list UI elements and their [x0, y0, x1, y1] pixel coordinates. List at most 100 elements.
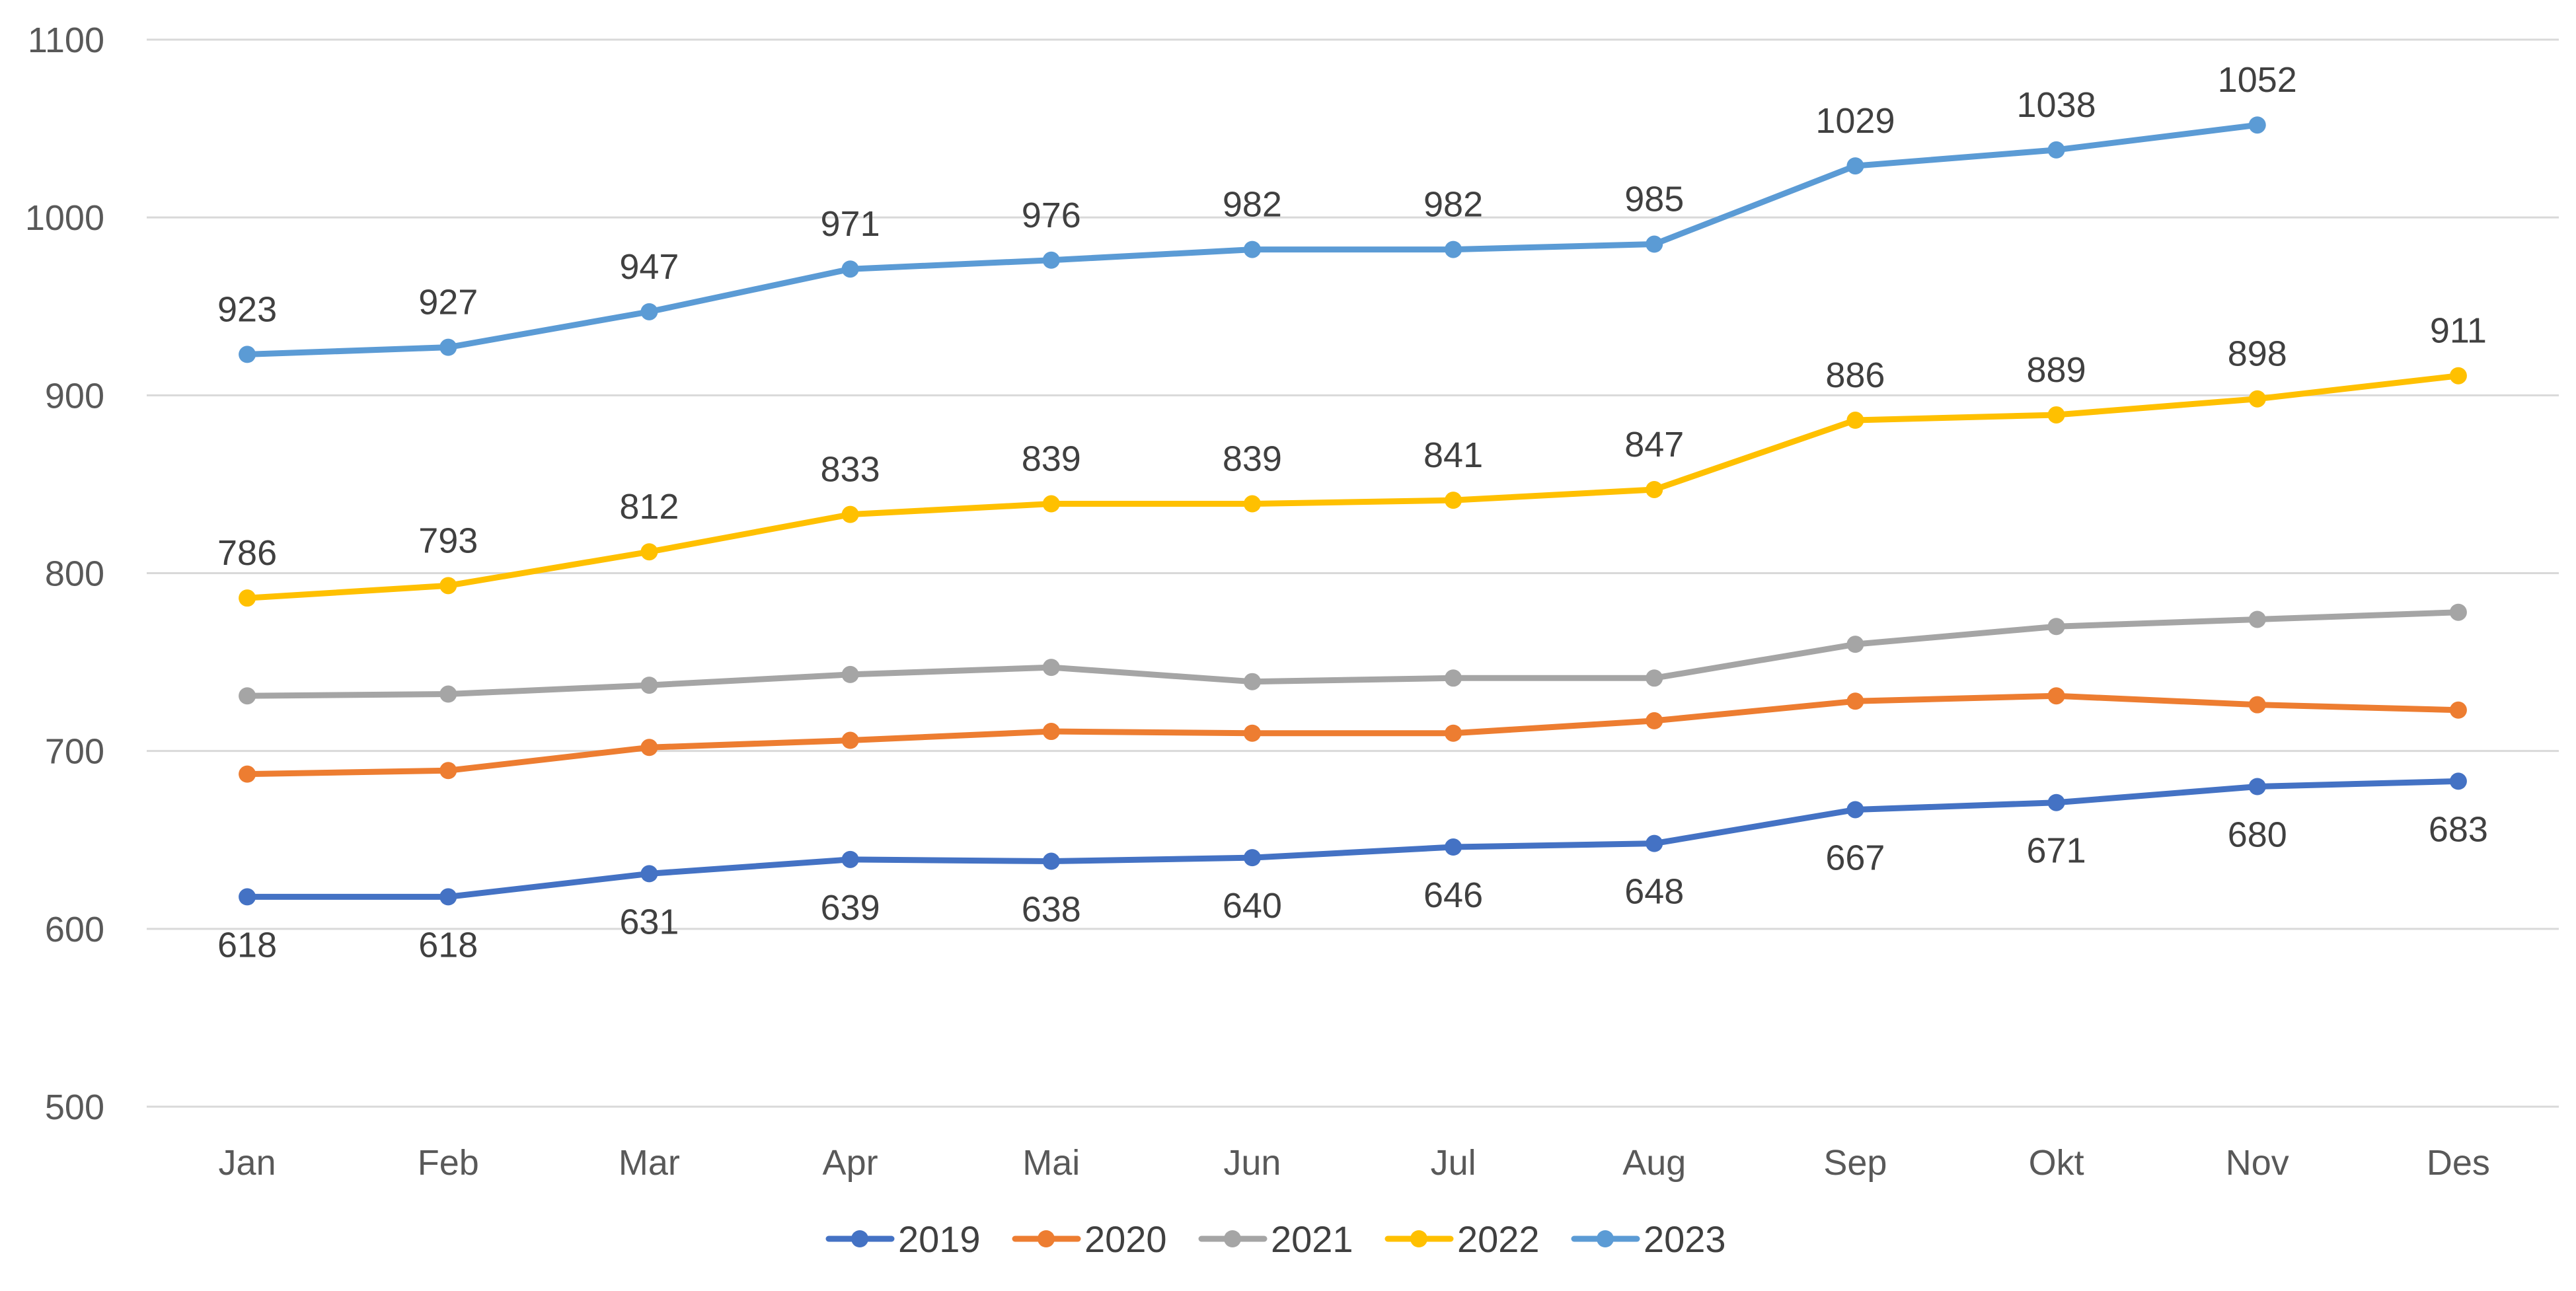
y-tick-label: 500 [45, 1088, 104, 1127]
data-label: 839 [1022, 439, 1081, 479]
legend-swatch-marker [1224, 1230, 1241, 1247]
x-tick-label: Nov [2226, 1143, 2289, 1183]
data-label: 667 [1825, 838, 1885, 877]
data-label: 982 [1423, 185, 1483, 225]
data-point [1042, 659, 1060, 677]
data-point [2449, 603, 2467, 621]
x-tick-label: Jan [219, 1143, 276, 1183]
data-point [239, 687, 256, 705]
series-2023 [239, 116, 2266, 363]
data-point [1646, 235, 1663, 253]
data-label: 847 [1624, 425, 1684, 464]
legend-swatch-marker [1597, 1230, 1614, 1247]
y-tick-label: 800 [45, 554, 104, 594]
data-label: 638 [1022, 890, 1081, 930]
data-label: 683 [2429, 809, 2488, 849]
data-point [841, 505, 859, 523]
data-point [1243, 495, 1261, 513]
data-point [841, 850, 859, 868]
legend-item-2020: 2020 [1012, 1218, 1167, 1260]
data-point [1042, 852, 1060, 870]
series-line-2019 [244, 778, 2462, 900]
series-2021 [239, 603, 2467, 705]
x-tick-label: Des [2427, 1143, 2490, 1183]
data-label: 971 [821, 204, 880, 244]
data-point [439, 577, 457, 595]
data-label: 976 [1022, 196, 1081, 235]
legend-swatch-marker [851, 1230, 868, 1247]
data-point [1243, 240, 1261, 258]
legend-item-2019: 2019 [825, 1218, 981, 1260]
data-point [1445, 724, 1462, 742]
data-label: 898 [2228, 334, 2287, 374]
data-point [1646, 480, 1663, 498]
data-label: 923 [217, 289, 277, 329]
data-point [640, 865, 658, 883]
data-point [2047, 406, 2065, 424]
data-label: 911 [2430, 311, 2487, 351]
y-tick-label: 1000 [25, 198, 104, 238]
data-label: 886 [1825, 355, 1885, 395]
series-line-2022 [244, 373, 2462, 601]
data-label: 927 [418, 283, 478, 322]
x-tick-label: Mar [619, 1143, 680, 1183]
data-label: 618 [217, 925, 277, 965]
x-tick-label: Feb [418, 1143, 479, 1183]
data-label: 680 [2228, 815, 2287, 855]
data-point [1445, 240, 1462, 258]
series-lines [239, 116, 2467, 906]
y-tick-label: 1100 [28, 20, 104, 60]
data-point [1646, 669, 1663, 687]
data-label: 648 [1624, 872, 1684, 912]
legend-label: 2022 [1457, 1218, 1540, 1260]
data-point [2248, 390, 2266, 408]
data-point [439, 685, 457, 703]
data-point [1042, 723, 1060, 741]
series-2019 [239, 772, 2467, 906]
legend-item-2023: 2023 [1571, 1218, 1726, 1260]
x-tick-label: Mai [1022, 1143, 1080, 1183]
data-label: 812 [619, 487, 679, 527]
series-2020 [239, 687, 2467, 783]
data-point [841, 260, 859, 278]
x-tick-label: Okt [2029, 1143, 2084, 1183]
y-tick-label: 600 [45, 910, 104, 949]
data-point [1846, 412, 1864, 429]
data-point [2449, 701, 2467, 719]
data-point [239, 589, 256, 607]
x-tick-label: Apr [823, 1143, 878, 1183]
legend: 2019 2020 2021 2022 2023 [825, 1218, 1726, 1260]
data-point [2047, 141, 2065, 159]
x-tick-label: Jul [1431, 1143, 1476, 1183]
data-labels: 618 618 631 639 638 640 646 648 667 671 680 683 786 7… [217, 60, 2488, 965]
data-point [1445, 838, 1462, 856]
data-label: 793 [418, 521, 478, 560]
data-point [640, 739, 658, 756]
legend-item-2021: 2021 [1198, 1218, 1353, 1260]
legend-item-2022: 2022 [1384, 1218, 1540, 1260]
y-tick-label: 700 [45, 732, 104, 772]
data-label: 646 [1423, 875, 1483, 915]
data-point [239, 765, 256, 783]
data-point [1243, 724, 1261, 742]
data-point [841, 665, 859, 683]
data-point [1846, 692, 1864, 710]
series-line-2020 [244, 692, 2462, 778]
data-point [1042, 495, 1060, 513]
legend-swatch-marker [1038, 1230, 1055, 1247]
data-point [439, 762, 457, 780]
data-label: 1029 [1815, 101, 1895, 141]
data-point [1646, 712, 1663, 729]
data-point [2248, 116, 2266, 134]
data-point [2248, 610, 2266, 628]
data-label: 985 [1624, 180, 1684, 219]
data-point [439, 338, 457, 356]
data-point [1243, 849, 1261, 867]
y-axis-tick-labels: 500 600 700 800 900 1000 1100 [25, 20, 104, 1127]
legend-label: 2019 [898, 1218, 981, 1260]
legend-label: 2023 [1644, 1218, 1726, 1260]
data-label: 839 [1223, 439, 1282, 479]
data-label: 786 [217, 533, 277, 573]
data-point [2248, 696, 2266, 714]
